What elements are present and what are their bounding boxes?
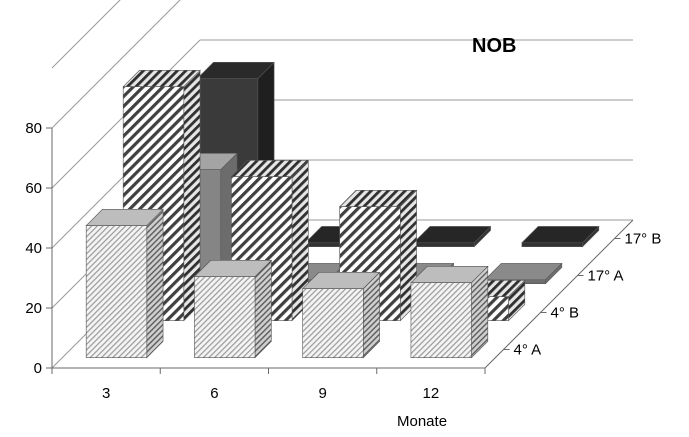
y-tick-label: 0 — [34, 360, 42, 377]
x-axis-label: Monate — [397, 413, 447, 430]
bar — [193, 259, 273, 359]
series-label: 4° A — [514, 342, 542, 359]
x-tick-label: 6 — [210, 385, 218, 402]
bars — [85, 61, 600, 359]
x-tick-label: 9 — [318, 385, 326, 402]
bar — [85, 208, 164, 359]
gridline-side — [51, 0, 121, 69]
bar — [521, 225, 600, 248]
y-tick-label: 20 — [25, 300, 42, 317]
bar-front — [413, 242, 475, 247]
bar-front — [410, 282, 472, 358]
axes — [46, 127, 634, 374]
bar-side — [254, 259, 272, 359]
gridline-side — [51, 0, 181, 129]
y-tick-label: 60 — [25, 180, 42, 197]
bar-side — [146, 208, 164, 359]
bar-front — [194, 276, 256, 358]
series-label: 17° B — [625, 231, 662, 248]
y-tick-label: 40 — [25, 240, 42, 257]
y-tick-label: 80 — [25, 120, 42, 137]
bar — [412, 225, 492, 248]
x-tick-label: 12 — [423, 385, 440, 402]
bar — [301, 271, 381, 359]
series-label: 4° B — [551, 305, 580, 322]
depth-axis-line — [484, 219, 634, 369]
bar-front — [521, 242, 583, 247]
bar — [410, 265, 489, 359]
bar-front — [302, 288, 364, 358]
bar-front — [85, 225, 148, 358]
series-label: 17° A — [588, 268, 624, 285]
tick-labels: 0 20 40 60 80 3 6 9 12 4° A 4° B 17° A 17° B — [25, 120, 661, 402]
chart-title: NOB — [472, 35, 516, 57]
x-tick-label: 3 — [102, 385, 110, 402]
